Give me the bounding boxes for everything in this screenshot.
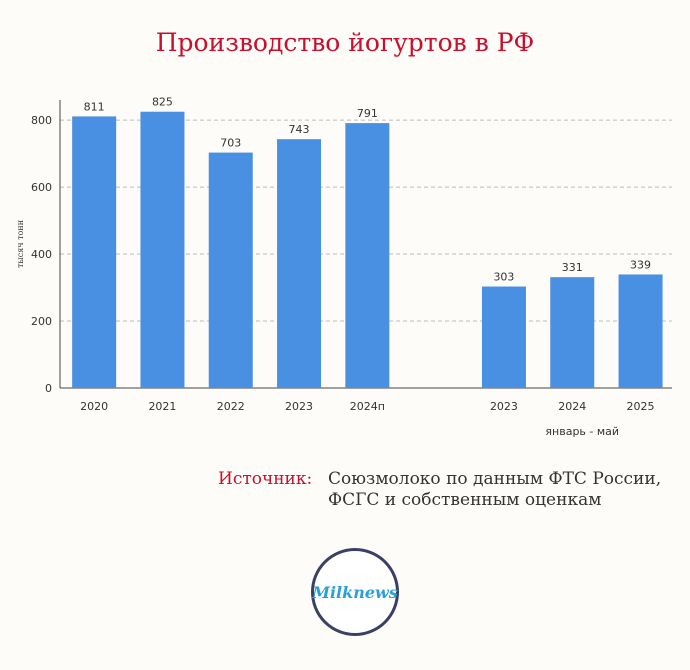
bar bbox=[140, 111, 185, 388]
group-label: январь - май bbox=[545, 425, 619, 438]
chart-title: Производство йогуртов в РФ bbox=[155, 28, 535, 57]
bar bbox=[208, 152, 253, 388]
y-tick-label: 400 bbox=[31, 248, 52, 261]
y-tick-label: 800 bbox=[31, 114, 52, 127]
data-label: 303 bbox=[493, 271, 514, 284]
bar bbox=[618, 274, 663, 388]
x-tick-label: 2020 bbox=[80, 400, 108, 413]
x-tick-label: 2023 bbox=[285, 400, 313, 413]
data-label: 743 bbox=[289, 123, 310, 136]
data-label: 331 bbox=[562, 261, 583, 274]
y-axis-label: тысяч тонн bbox=[16, 220, 25, 268]
logo-text: Milknews bbox=[312, 582, 398, 602]
data-label: 825 bbox=[152, 96, 173, 109]
x-tick-label: 2024п bbox=[350, 400, 385, 413]
x-tick-label: 2024 bbox=[558, 400, 586, 413]
bar bbox=[550, 277, 595, 388]
source-line: Союзмолоко по данным ФТС России, bbox=[328, 469, 662, 489]
bar bbox=[72, 116, 117, 388]
bar-chart: 0 200 400 600 800 тысяч тонн 811 2020 825 2021 703… bbox=[16, 96, 672, 438]
milknews-logo: Milknews bbox=[311, 548, 399, 636]
y-tick-label: 200 bbox=[31, 315, 52, 328]
source-line: ФСГС и собственным оценкам bbox=[328, 490, 602, 510]
data-label: 703 bbox=[220, 137, 241, 150]
source-text: Союзмолоко по данным ФТС России, ФСГС и … bbox=[328, 469, 678, 511]
bar bbox=[481, 286, 526, 388]
x-tick-label: 2022 bbox=[217, 400, 245, 413]
source-label: Источник: bbox=[218, 469, 313, 489]
x-tick-label: 2023 bbox=[490, 400, 518, 413]
data-label: 811 bbox=[84, 100, 105, 113]
bar bbox=[277, 139, 322, 388]
x-tick-label: 2021 bbox=[148, 400, 176, 413]
x-tick-label: 2025 bbox=[627, 400, 655, 413]
y-tick-label: 0 bbox=[45, 382, 52, 395]
bar bbox=[345, 123, 390, 388]
y-tick-label: 600 bbox=[31, 181, 52, 194]
data-label: 339 bbox=[630, 258, 651, 271]
data-label: 791 bbox=[357, 107, 378, 120]
